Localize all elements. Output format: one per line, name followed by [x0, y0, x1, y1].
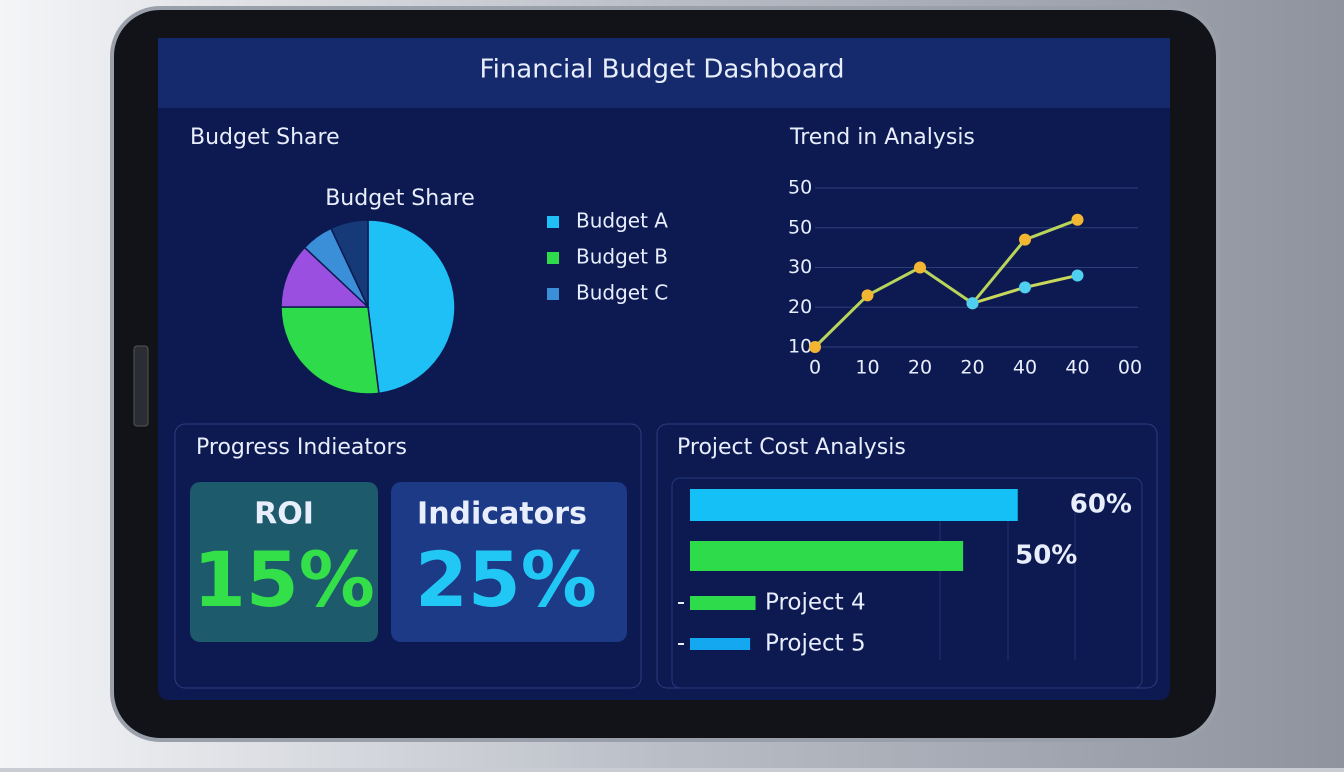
x-tick-label: 40 [1013, 357, 1037, 379]
panel-heading: Project Cost Analysis [677, 435, 906, 460]
category-label: Project 4 [765, 590, 866, 616]
x-tick-label: 40 [1065, 357, 1089, 379]
legend-swatch [547, 216, 559, 228]
line-marker [1071, 269, 1084, 282]
bar [690, 541, 964, 571]
legend-label: Budget A [576, 209, 668, 233]
line-marker [1019, 233, 1031, 246]
line-marker [966, 297, 979, 310]
line-marker [861, 289, 874, 302]
panel-heading: Progress Indieators [196, 435, 407, 460]
y-tick-label: 30 [788, 256, 812, 278]
card-label: Indicators [417, 497, 587, 532]
line-marker [1019, 281, 1031, 294]
legend-swatch [547, 252, 559, 264]
bar [690, 596, 756, 610]
y-tick-label: 20 [788, 296, 812, 318]
side-button [133, 345, 149, 427]
chart-title: Budget Share [325, 186, 475, 211]
panel-heading: Trend in Analysis [789, 125, 975, 150]
x-tick-label: 00 [1118, 357, 1142, 379]
bar [690, 638, 751, 650]
card [391, 482, 627, 642]
legend-label: Budget C [576, 281, 668, 305]
y-tick-label: 10 [788, 336, 812, 358]
pie-slice [280, 306, 380, 395]
x-tick-label: 10 [855, 357, 879, 379]
line-marker [914, 261, 926, 274]
header-title: Financial Budget Dashboard [480, 55, 845, 85]
x-tick-label: 20 [960, 357, 984, 379]
line-marker [809, 341, 821, 353]
legend-label: Budget B [576, 245, 668, 269]
card-value: 25% [415, 535, 597, 624]
value-label: 60% [1070, 490, 1132, 520]
line-series [813, 218, 1079, 349]
y-tick-label: 50 [788, 177, 812, 199]
y-tick-label: 50 [788, 216, 812, 238]
panel [174, 423, 642, 689]
legend-swatch [547, 288, 559, 300]
bar [690, 489, 1018, 521]
card-label: ROI [254, 497, 314, 532]
category-label: Project 5 [765, 631, 866, 657]
header-bar [158, 38, 1170, 108]
panel-heading: Budget Share [190, 125, 340, 150]
value-label: 50% [1015, 541, 1077, 571]
chart-frame [671, 477, 1143, 689]
card-value: 15% [193, 535, 375, 624]
pie-slice [367, 219, 456, 395]
line-marker [1071, 213, 1084, 226]
pie-slice [280, 246, 370, 308]
x-tick-label: 20 [908, 357, 932, 379]
pie-slice [329, 219, 369, 308]
card [190, 482, 378, 642]
x-tick-label: 0 [809, 357, 821, 379]
